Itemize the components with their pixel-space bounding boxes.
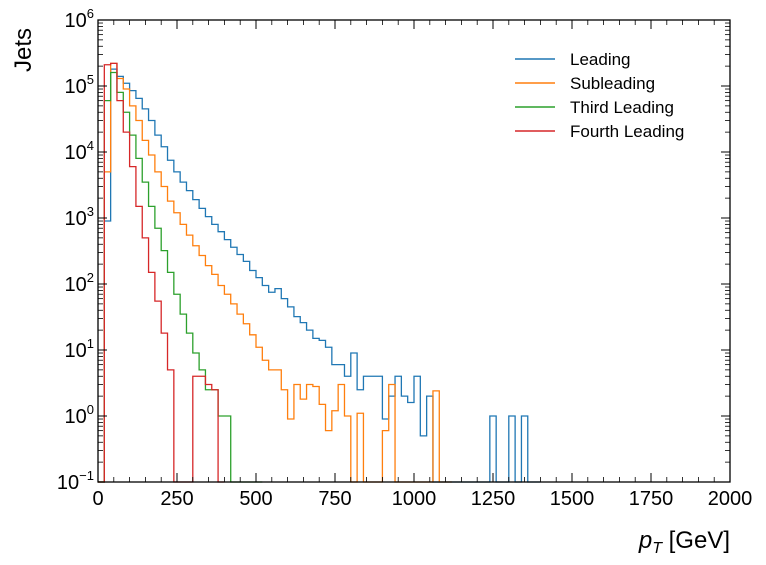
y-tick-label: 10−1 [57, 468, 94, 494]
legend-label-1: Leading [570, 50, 631, 69]
plot-frame [97, 19, 731, 483]
y-tick-label: 105 [65, 72, 94, 98]
y-tick-label: 104 [65, 138, 94, 164]
x-tick-label: 2000 [708, 488, 753, 510]
legend-label-4: Fourth Leading [570, 122, 684, 141]
legend: Leading Subleading Third Leading Fourth Lea… [515, 50, 684, 141]
legend-label-3: Third Leading [570, 98, 674, 117]
x-tick-label: 1750 [629, 488, 674, 510]
x-axis-subscript: T [652, 540, 663, 557]
legend-label-2: Subleading [570, 74, 655, 93]
x-tick-label: 750 [318, 488, 351, 510]
x-axis-unit: [GeV] [662, 527, 730, 554]
x-tick-labels: 0 250 500 750 1000 1250 1500 1750 2000 [92, 488, 752, 510]
x-axis-title: pT [GeV] [638, 527, 730, 557]
y-axis-title: Jets [10, 28, 37, 72]
y-tick-label: 106 [65, 6, 94, 32]
series-line-4 [98, 62, 225, 483]
y-tick-label: 100 [65, 402, 94, 428]
y-tick-label: 102 [65, 270, 94, 296]
x-tick-label: 0 [92, 488, 103, 510]
x-axis-symbol: p [638, 527, 652, 554]
x-tick-label: 1000 [392, 488, 437, 510]
y-tick-labels: 10−1 100 101 102 103 104 105 106 [57, 6, 94, 494]
y-tick-label: 101 [65, 336, 94, 362]
x-tick-label: 1500 [550, 488, 595, 510]
y-tick-label: 103 [65, 204, 94, 230]
x-tick-label: 250 [160, 488, 193, 510]
x-tick-label: 1250 [471, 488, 516, 510]
x-tick-label: 500 [239, 488, 272, 510]
